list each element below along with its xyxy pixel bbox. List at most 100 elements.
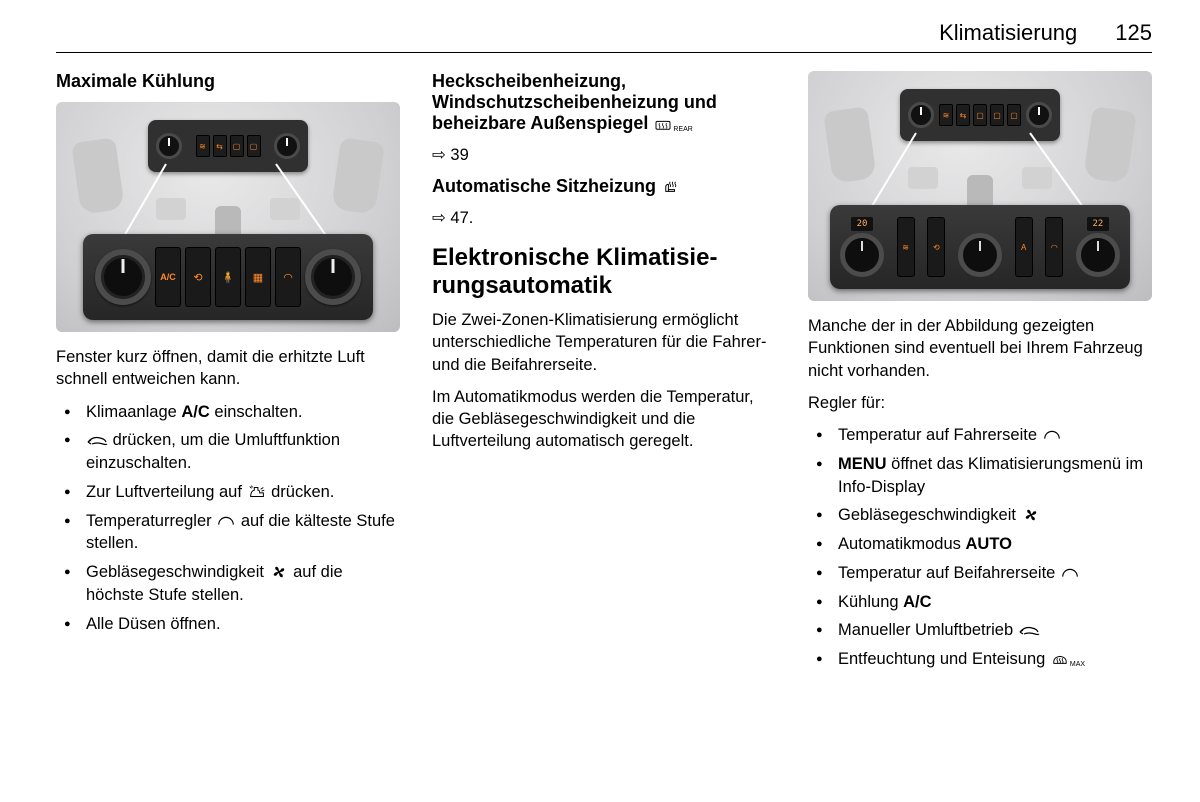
upper-button-row: ≋ ⇆ ▢ ▢ ▢ bbox=[939, 104, 1021, 126]
text: drücken. bbox=[267, 483, 335, 501]
seat-heat-icon bbox=[661, 180, 681, 194]
btn-recirc: ⟲ bbox=[185, 247, 211, 307]
page-header: Klimatisierung 125 bbox=[56, 20, 1152, 53]
text: Temperatur auf Fahrerseite bbox=[838, 426, 1042, 444]
text: Automatische Sitzheizung bbox=[432, 176, 661, 196]
upper-btn-4: ▢ bbox=[990, 104, 1004, 126]
dial-icon bbox=[216, 514, 236, 528]
col2-ref-2: ⇨ 47. bbox=[432, 207, 776, 229]
pad-right bbox=[270, 198, 300, 220]
upper-btn-5: ▢ bbox=[1007, 104, 1021, 126]
dial-icon bbox=[1060, 566, 1080, 580]
upper-control-panel: ≋ ⇆ ▢ ▢ bbox=[148, 120, 308, 172]
col2-para-1: Die Zwei-Zonen-Klimatisierung ermöglicht… bbox=[432, 309, 776, 376]
col1-item-1: Klimaanlage A/C einschalten. bbox=[60, 401, 400, 424]
text: Automatikmodus bbox=[838, 535, 965, 553]
col3-para-1: Manche der in der Abbildung gezeig­ten F… bbox=[808, 315, 1152, 382]
upper-control-panel-2: ≋ ⇆ ▢ ▢ ▢ bbox=[900, 89, 1060, 141]
col3-item-3: Gebläsegeschwindigkeit bbox=[812, 504, 1152, 527]
text: Heckscheibenheizung, Windschutzscheibenh… bbox=[432, 71, 717, 133]
upper-btn-1: ≋ bbox=[196, 135, 210, 157]
col2-heading-2: Automatische Sitzheizung bbox=[432, 176, 776, 197]
column-2: Heckscheibenheizung, Windschutzscheibenh… bbox=[432, 71, 776, 677]
recirculation-icon bbox=[1018, 622, 1040, 638]
col1-item-3: Zur Luftverteilung auf drücken. bbox=[60, 481, 400, 504]
col2-para-2: Im Automatikmodus werden die Temperatur,… bbox=[432, 386, 776, 453]
small-dial-left bbox=[156, 133, 182, 159]
driver-temp-display: 20 bbox=[851, 217, 873, 231]
fan-dial bbox=[305, 249, 361, 305]
text: Gebläsegeschwindigkeit bbox=[86, 563, 269, 581]
btn-s2: ⟲ bbox=[927, 217, 945, 277]
ac-label: A/C bbox=[181, 403, 209, 421]
lower-control-panel: A/C ⟲ 🧍 ▦ ◠ bbox=[83, 234, 373, 320]
temperature-dial bbox=[95, 249, 151, 305]
upper-button-row: ≋ ⇆ ▢ ▢ bbox=[196, 135, 261, 157]
fan-icon bbox=[1021, 508, 1041, 522]
btn-airdist: 🧍 bbox=[215, 247, 241, 307]
dial-icon bbox=[1042, 428, 1062, 442]
btn-defrost-rear: ▦ bbox=[245, 247, 271, 307]
menu-label: MENU bbox=[838, 455, 887, 473]
pad-left bbox=[156, 198, 186, 220]
btn-ac: A/C bbox=[155, 247, 181, 307]
col2-section-title: Elektronische Klimatisie­rungsautomatik bbox=[432, 244, 776, 302]
text: Temperaturregler bbox=[86, 512, 216, 530]
col1-item-5: Gebläsegeschwindigkeit auf die höchste S… bbox=[60, 561, 400, 607]
seat-left bbox=[71, 137, 125, 214]
driver-temp-group: 20 bbox=[840, 217, 884, 277]
text: einschalten. bbox=[210, 403, 303, 421]
upper-btn-2: ⇆ bbox=[956, 104, 970, 126]
text: Kühlung bbox=[838, 593, 903, 611]
btn-s3: A bbox=[1015, 217, 1033, 277]
figure-manual-climate: ≋ ⇆ ▢ ▢ A/C ⟲ 🧍 bbox=[56, 102, 400, 332]
pad-right bbox=[1022, 167, 1052, 189]
col3-item-2: MENU öffnet das Klimatisie­rungsmenü im … bbox=[812, 453, 1152, 499]
col3-item-5: Temperatur auf Beifahrerseite bbox=[812, 562, 1152, 585]
btn-defrost-front: ◠ bbox=[275, 247, 301, 307]
col3-item-8: Entfeuchtung und Enteisung MAX bbox=[812, 648, 1152, 671]
fan-group bbox=[958, 217, 1002, 277]
col3-item-4: Automatikmodus AUTO bbox=[812, 533, 1152, 556]
content-columns: Maximale Kühlung ≋ ⇆ ▢ ▢ bbox=[56, 71, 1152, 677]
btn-s1: ≋ bbox=[897, 217, 915, 277]
upper-btn-4: ▢ bbox=[247, 135, 261, 157]
text: Klimaanlage bbox=[86, 403, 181, 421]
small-dial-right bbox=[1026, 102, 1052, 128]
upper-btn-2: ⇆ bbox=[213, 135, 227, 157]
text: Zur Luftverteilung auf bbox=[86, 483, 247, 501]
seat-left bbox=[823, 106, 877, 183]
col3-item-6: Kühlung A/C bbox=[812, 591, 1152, 614]
air-distribution-icon bbox=[247, 485, 267, 499]
btn-s4: ◠ bbox=[1045, 217, 1063, 277]
figure-auto-climate: ≋ ⇆ ▢ ▢ ▢ 20 ≋ bbox=[808, 71, 1152, 301]
front-defrost-icon bbox=[1050, 652, 1070, 666]
column-1: Maximale Kühlung ≋ ⇆ ▢ ▢ bbox=[56, 71, 400, 677]
col2-ref-1: ⇨ 39 bbox=[432, 144, 776, 166]
max-sub: MAX bbox=[1070, 661, 1085, 668]
auto-label: AUTO bbox=[965, 535, 1011, 553]
col3-para-2: Regler für: bbox=[808, 392, 1152, 414]
text: Entfeuchtung und Enteisung bbox=[838, 650, 1050, 668]
seat-right bbox=[331, 137, 385, 214]
upper-btn-1: ≋ bbox=[939, 104, 953, 126]
pad-left bbox=[908, 167, 938, 189]
col1-list: Klimaanlage A/C einschalten. drücken, um… bbox=[60, 401, 400, 636]
col1-heading: Maximale Kühlung bbox=[56, 71, 400, 92]
col1-item-4: Temperaturregler auf die kälteste Stufe … bbox=[60, 510, 400, 556]
col1-intro: Fenster kurz öffnen, damit die erhitzte … bbox=[56, 346, 400, 391]
page: Klimatisierung 125 Maximale Kühlung ≋ ⇆ … bbox=[0, 0, 1200, 697]
col1-item-6: Alle Düsen öffnen. bbox=[60, 613, 400, 636]
passenger-temp-group: 22 bbox=[1076, 217, 1120, 277]
fan-dial-center bbox=[958, 233, 1002, 277]
col3-item-7: Manueller Umluftbetrieb bbox=[812, 619, 1152, 642]
text: Temperatur auf Beifahrerseite bbox=[838, 564, 1060, 582]
col2-heading-1: Heckscheibenheizung, Windschutzscheibenh… bbox=[432, 71, 776, 134]
recirculation-icon bbox=[86, 432, 108, 448]
upper-btn-3: ▢ bbox=[973, 104, 987, 126]
text: Manueller Umluftbetrieb bbox=[838, 621, 1018, 639]
small-dial-right bbox=[274, 133, 300, 159]
text: drücken, um die Umluftfunk­tion einzusch… bbox=[86, 431, 340, 472]
col3-item-1: Temperatur auf Fahrerseite bbox=[812, 424, 1152, 447]
header-page-number: 125 bbox=[1115, 20, 1152, 46]
